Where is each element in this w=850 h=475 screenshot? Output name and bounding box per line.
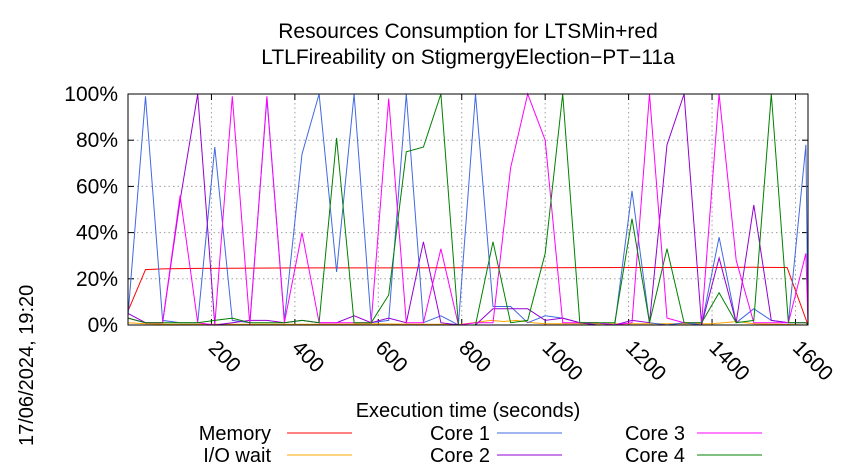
x-tick-label: 600 (371, 336, 412, 377)
x-tick-label: 400 (287, 336, 328, 377)
x-tick-label: 800 (454, 336, 495, 377)
x-axis-ticks: 200 400 600 800 1000 1200 1400 1600 (204, 94, 837, 386)
series-line-i-o-wait (127, 319, 809, 326)
legend-label-core-3: Core 3 (625, 423, 685, 445)
legend-label-core-4: Core 4 (625, 445, 685, 467)
y-tick-label: 0% (88, 314, 118, 337)
y-tick-label: 40% (76, 222, 118, 245)
grid (128, 94, 808, 325)
x-tick-label: 1400 (705, 336, 754, 385)
y-tick-label: 80% (76, 129, 118, 152)
x-axis-label: Execution time (seconds) (356, 400, 581, 422)
legend-label-core-2: Core 2 (430, 445, 490, 467)
series-line-core-3 (127, 92, 809, 326)
legend-label-memory: Memory (199, 423, 271, 445)
legend-label-core-1: Core 1 (430, 423, 490, 445)
series-lines (127, 92, 809, 326)
chart-title: Resources Consumption for LTSMin+red (278, 20, 658, 43)
y-tick-label: 60% (76, 175, 118, 198)
chart-subtitle: LTLFireability on StigmergyElection−PT−1… (261, 46, 675, 69)
x-tick-label: 200 (204, 336, 245, 377)
legend-label-i-o-wait: I/O wait (203, 445, 271, 467)
series-line-memory (127, 266, 809, 326)
x-tick-label: 1600 (788, 336, 837, 385)
timestamp: 17/06/2024, 19:20 (16, 285, 38, 446)
x-tick-label: 1000 (538, 336, 587, 385)
plot-border (127, 93, 809, 326)
y-tick-label: 20% (76, 268, 118, 291)
y-tick-label: 100% (64, 83, 118, 106)
x-tick-label: 1200 (621, 336, 670, 385)
y-axis-ticks: 0% 20% 40% 60% 80% 100% (64, 83, 808, 337)
